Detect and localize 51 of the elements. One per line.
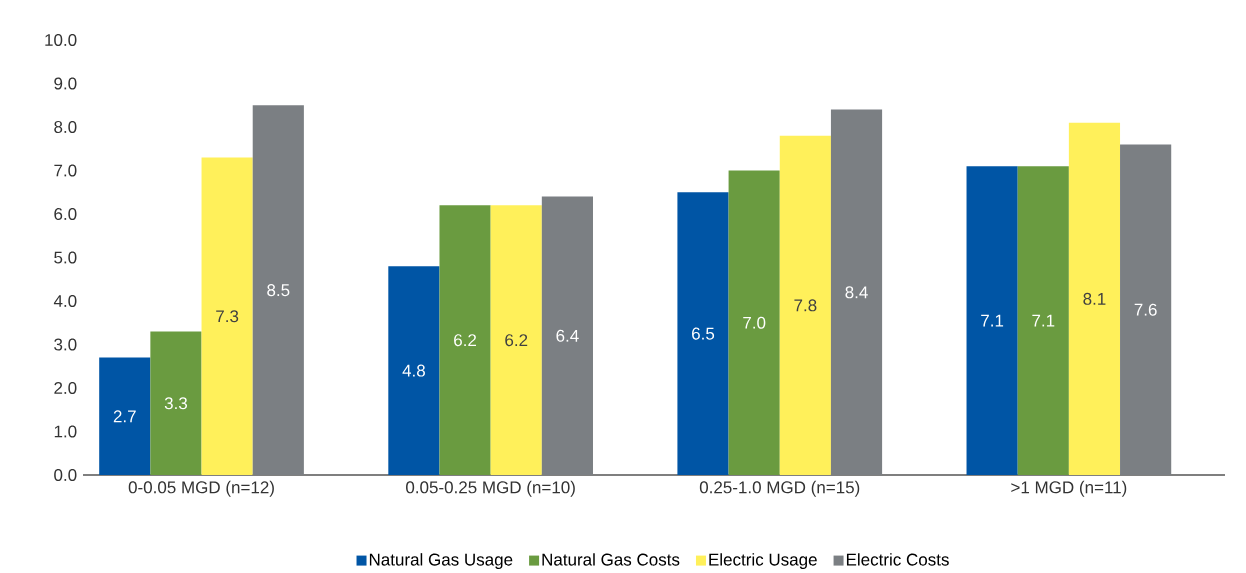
y-tick-label: 9.0 — [54, 77, 77, 90]
bar — [201, 157, 253, 475]
legend-label: Electric Costs — [846, 553, 949, 566]
data-label: 6.5 — [692, 327, 715, 340]
data-label: 4.8 — [402, 364, 425, 377]
y-tick-label: 1.0 — [54, 425, 77, 438]
y-tick-label: 8.0 — [54, 120, 77, 134]
data-label: 8.5 — [267, 284, 290, 297]
bar — [830, 109, 883, 475]
y-tick-label: 0.0 — [54, 468, 77, 482]
x-tick-label: 0-0.05 MGD (n=12) — [128, 480, 274, 497]
data-label: 7.6 — [1134, 303, 1157, 316]
data-label: 2.7 — [113, 410, 136, 423]
data-label: 7.0 — [743, 316, 766, 329]
y-tick-label: 10.0 — [45, 33, 77, 47]
data-label: 8.4 — [845, 286, 868, 299]
bar — [1068, 122, 1121, 475]
data-label: 8.1 — [1083, 292, 1106, 305]
data-label: 7.8 — [794, 299, 817, 312]
bar — [728, 170, 780, 475]
y-tick-label: 7.0 — [54, 164, 77, 177]
bar — [541, 196, 593, 475]
bar — [490, 205, 542, 475]
data-label: 7.3 — [216, 310, 239, 323]
bar — [1120, 144, 1172, 475]
data-label: 6.2 — [505, 334, 528, 347]
bar — [388, 266, 440, 475]
x-tick-label: >1 MGD (n=11) — [1011, 480, 1127, 497]
legend-label: Natural Gas Usage — [369, 553, 513, 569]
y-tick-label: 5.0 — [54, 251, 77, 264]
bar — [1017, 166, 1069, 475]
legend-label: Electric Usage — [709, 553, 817, 569]
data-label: 3.3 — [164, 397, 188, 410]
x-tick-label: 0.05-0.25 MGD (n=10) — [406, 480, 575, 497]
data-label: 6.4 — [556, 329, 579, 342]
y-tick-label: 4.0 — [53, 294, 77, 308]
y-tick-label: 3.0 — [54, 338, 77, 351]
y-tick-label: 6.0 — [54, 207, 77, 221]
y-tick-label: 2.0 — [54, 381, 77, 395]
bar — [252, 105, 304, 475]
data-label: 6.2 — [454, 334, 477, 347]
bar — [966, 166, 1018, 475]
bar — [99, 357, 151, 475]
bar — [439, 205, 491, 475]
legend-label: Natural Gas Costs — [542, 553, 680, 566]
bar — [677, 192, 729, 475]
bar — [150, 331, 202, 475]
data-label: 7.1 — [1032, 314, 1055, 327]
x-tick-label: 0.25-1.0 MGD (n=15) — [699, 480, 860, 497]
bar — [779, 135, 831, 475]
data-label: 7.1 — [981, 314, 1004, 327]
